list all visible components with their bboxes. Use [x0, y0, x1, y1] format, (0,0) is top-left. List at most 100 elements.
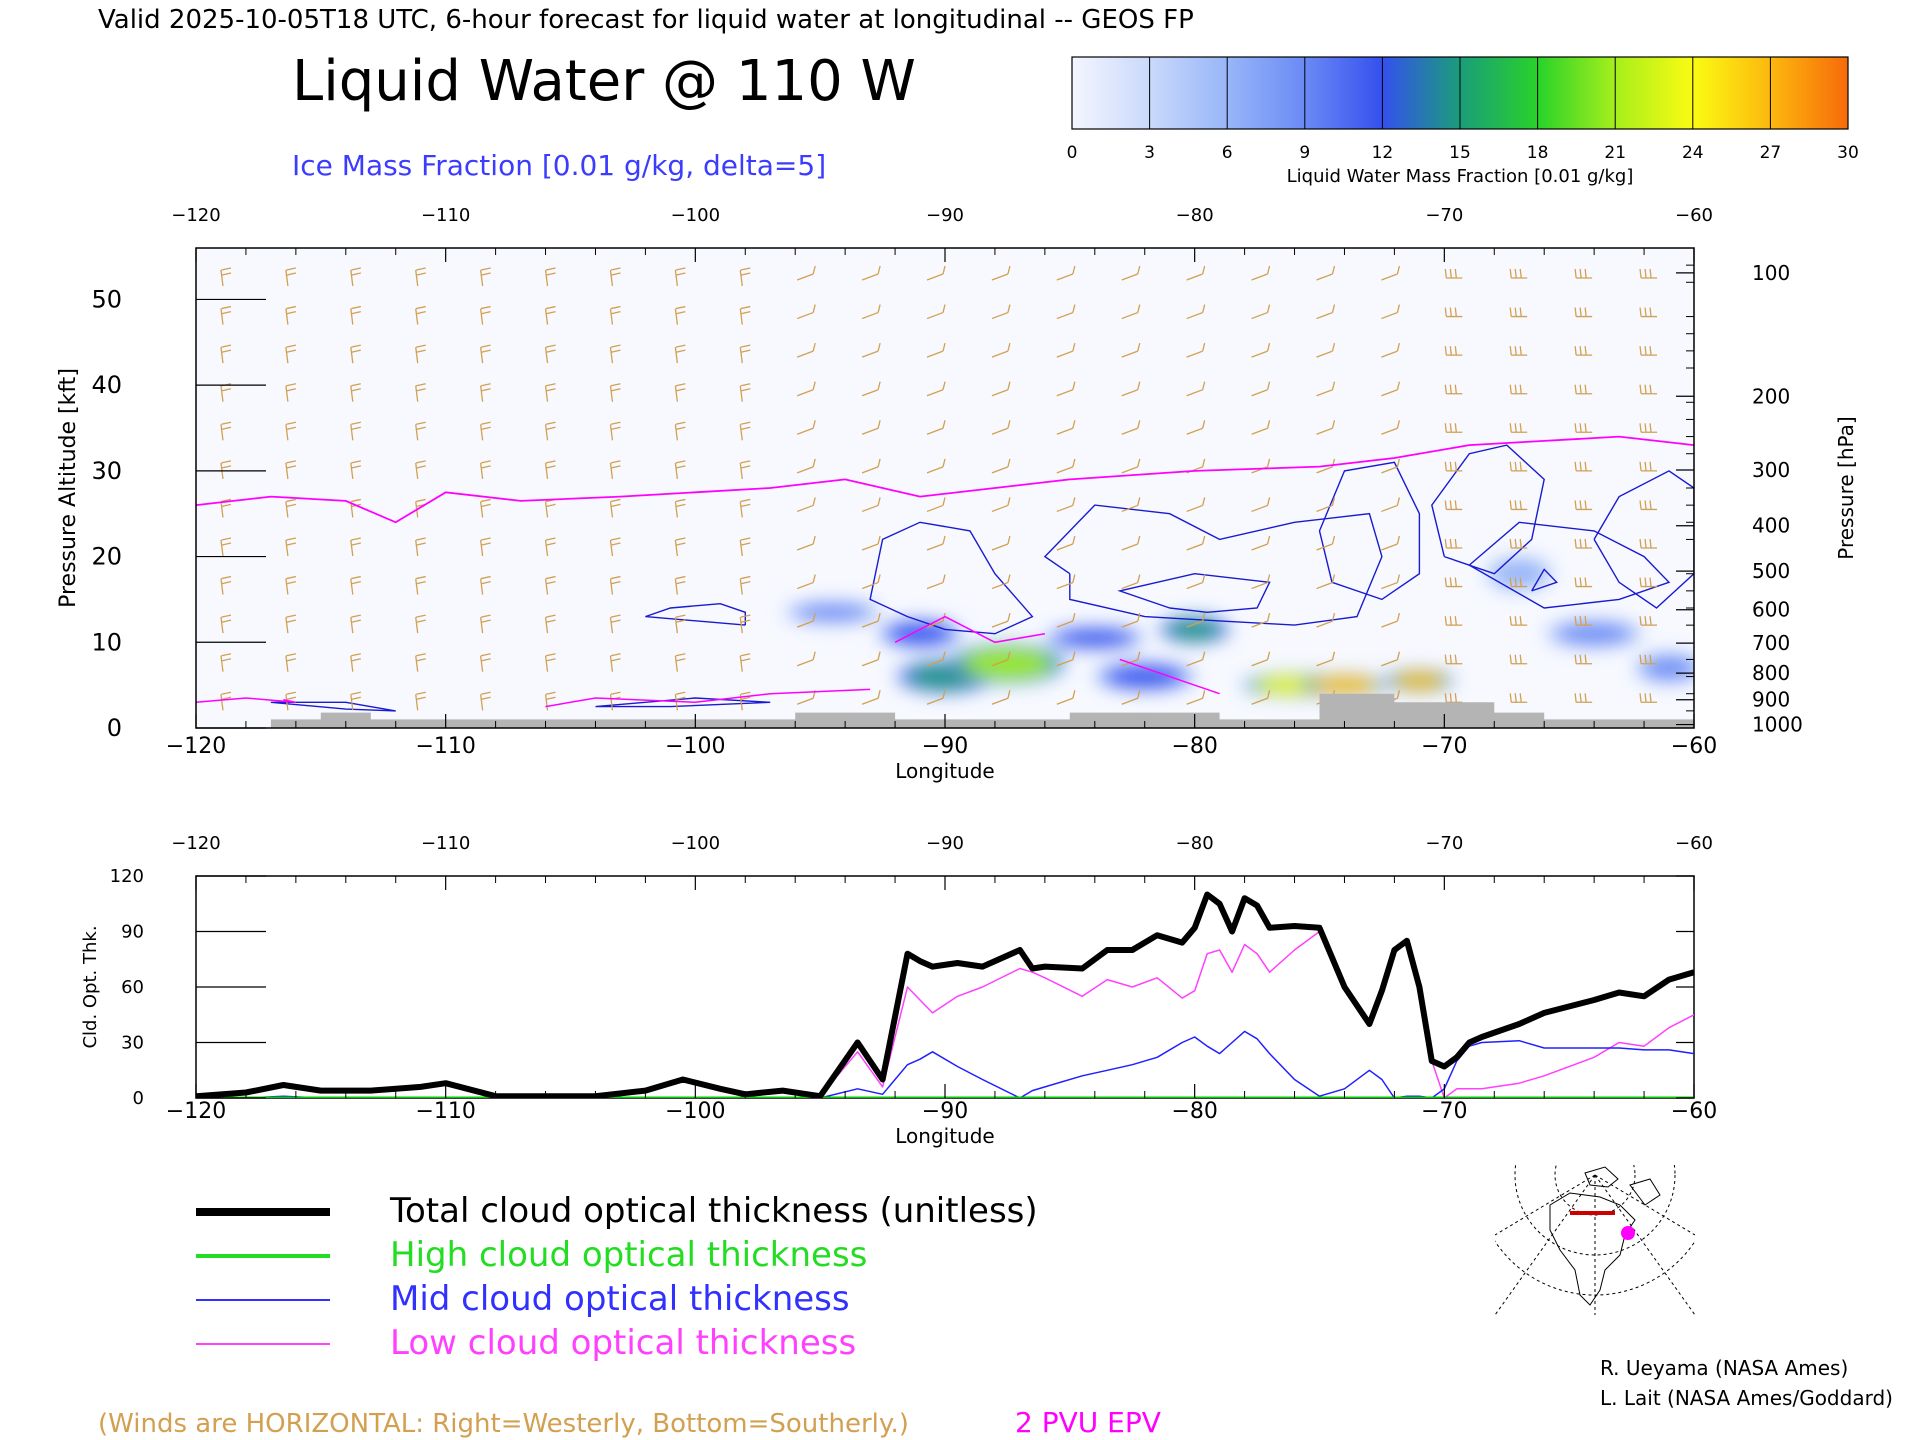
wind-barb: [609, 460, 621, 479]
wind-barb: [479, 460, 491, 479]
x-tick-label: −100: [665, 1099, 725, 1124]
wind-barb: [1639, 577, 1658, 588]
colorbar-tick-label: 0: [1067, 143, 1078, 163]
x-top-tick-label: −70: [1425, 205, 1463, 226]
wind-barb: [1381, 420, 1401, 435]
wind-barb: [220, 614, 232, 634]
wind-barb: [1121, 304, 1141, 320]
wind-barb: [861, 574, 881, 590]
wind-barb: [1509, 693, 1528, 703]
wind-barb: [350, 460, 361, 479]
wind-barb: [1186, 690, 1206, 705]
x-tick-label: −80: [1171, 1099, 1217, 1124]
wind-barb: [1316, 420, 1336, 435]
bottom-y-axis-label: Cld. Opt. Thk.: [80, 925, 101, 1048]
bottom-y-tick-label: 0: [133, 1088, 144, 1109]
wind-barb: [544, 691, 556, 711]
wind-barb: [674, 614, 686, 634]
wind-barb: [1574, 384, 1593, 395]
liquid-water-blob: [1167, 618, 1223, 641]
series-line-3: [196, 1030, 1694, 1098]
wind-barb: [415, 691, 426, 711]
wind-barb: [1316, 574, 1336, 590]
wind-barb: [350, 537, 361, 557]
wind-barb: [415, 383, 426, 402]
ice-contour-line: [869, 521, 1034, 635]
wind-barb: [350, 344, 361, 364]
wind-barb: [739, 460, 751, 479]
liquid-water-blob: [888, 623, 952, 645]
wind-barb: [861, 497, 881, 513]
x-tick-label: −90: [922, 1099, 968, 1124]
pressure-tick-label: 300: [1752, 458, 1790, 482]
wind-barb: [739, 305, 751, 325]
wind-barb: [1381, 304, 1401, 320]
wind-barb: [1056, 458, 1076, 474]
wind-barb: [285, 305, 297, 325]
wind-barb: [285, 691, 297, 711]
wind-barb: [609, 614, 621, 634]
x-top-tick-label: −120: [171, 205, 220, 226]
wind-barb: [415, 575, 426, 595]
wind-barb: [1639, 616, 1658, 626]
wind-barb: [991, 690, 1011, 705]
wind-barb: [739, 614, 751, 634]
wind-barb: [1639, 538, 1658, 549]
wind-barb: [415, 614, 426, 634]
wind-barb: [609, 383, 621, 402]
wind-barb: [479, 537, 491, 557]
wind-barb: [1186, 342, 1206, 358]
colorbar-tick-label: 27: [1760, 143, 1782, 163]
locator-map: [1495, 1165, 1695, 1315]
wind-barb: [285, 537, 297, 557]
wind-barb: [991, 651, 1011, 667]
wind-barb: [544, 305, 556, 325]
liquid-water-blob: [1556, 623, 1632, 645]
x-top-tick-label: −60: [1675, 833, 1713, 854]
ice-contour-line: [1593, 470, 1694, 609]
y-tick-label: 0: [107, 714, 122, 742]
wind-barb: [674, 653, 686, 672]
wind-barb: [796, 342, 816, 358]
wind-barb: [1639, 461, 1658, 472]
wind-barb: [739, 267, 751, 287]
colorbar-tick-label: 24: [1682, 143, 1704, 163]
x-top-tick-label: −110: [421, 833, 470, 854]
wind-barb: [285, 614, 297, 634]
x-tick-label: −110: [415, 734, 475, 759]
wind-barb: [220, 498, 232, 518]
ice-contour-line: [270, 701, 396, 712]
wind-barb: [796, 612, 816, 628]
colorbar-tick-label: 30: [1837, 143, 1859, 163]
wind-barb: [1574, 346, 1593, 356]
wind-barb: [674, 575, 686, 595]
y-tick-label: 30: [91, 457, 122, 485]
wind-barb: [991, 535, 1011, 551]
wind-barb: [861, 265, 881, 281]
wind-barb: [479, 691, 491, 711]
wind-barb: [1251, 497, 1271, 513]
wind-barb: [1251, 420, 1271, 435]
wind-barb: [220, 653, 232, 672]
pressure-tick-label: 1000: [1752, 713, 1803, 737]
cloud-optical-thickness-chart: −120 −120 −110 −110 −100 −100 −90 −90 −80 −80 −70 −…: [80, 833, 1717, 1148]
wind-barb: [796, 381, 816, 397]
wind-barb: [991, 574, 1011, 590]
wind-barb: [739, 653, 751, 672]
wind-barb: [861, 458, 881, 474]
wind-barb: [544, 575, 556, 595]
epv-label: 2 PVU EPV: [1015, 1406, 1161, 1439]
x-axis-label: Longitude: [895, 1124, 994, 1148]
ice-mass-subtitle: Ice Mass Fraction [0.01 g/kg, delta=5]: [292, 149, 826, 182]
wind-barb: [1509, 307, 1528, 318]
wind-barb: [220, 305, 232, 325]
bottom-y-tick-label: 30: [121, 1033, 144, 1054]
wind-barb: [1444, 693, 1463, 703]
x-tick-label: −110: [415, 1099, 475, 1124]
top-plot-area: [196, 248, 1694, 728]
wind-barb: [350, 653, 361, 672]
legend-label: High cloud optical thickness: [390, 1235, 867, 1275]
series-line-1: [196, 891, 1694, 1098]
wind-barb: [1186, 651, 1206, 667]
